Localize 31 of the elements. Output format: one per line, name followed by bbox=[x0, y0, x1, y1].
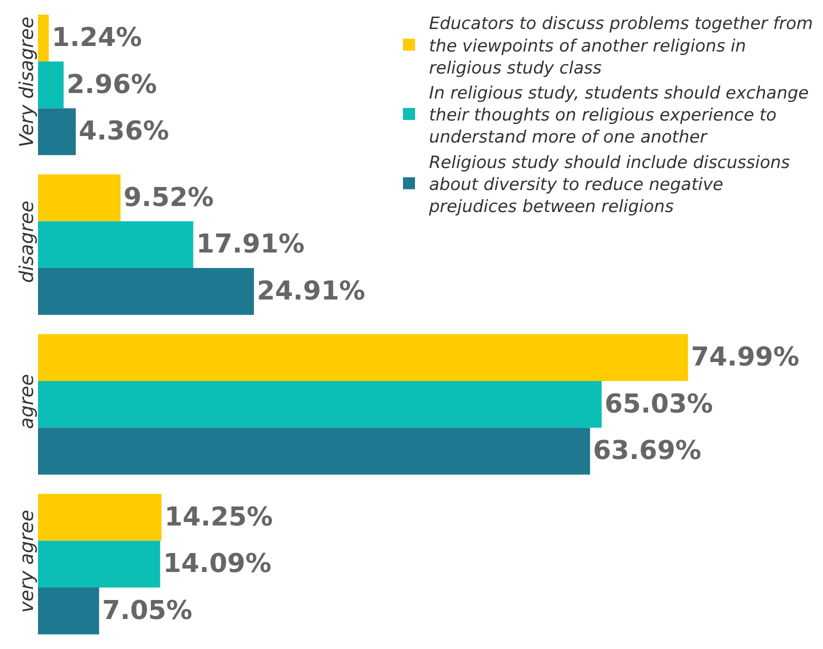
bar bbox=[38, 14, 49, 62]
legend-label: In religious study, students should exchange their thoughts on religious experience to understand more of one another bbox=[429, 83, 809, 148]
y-tick-label: disagree bbox=[16, 200, 38, 283]
bar bbox=[38, 380, 602, 428]
bar bbox=[38, 61, 64, 108]
bar bbox=[38, 588, 100, 634]
bar bbox=[38, 428, 590, 475]
y-tick-label: very agree bbox=[16, 510, 38, 613]
legend-label: Religious study should include discussions about diversity to reduce negative prejudices between religions bbox=[428, 152, 790, 217]
data-label: 2.96% bbox=[66, 70, 157, 100]
data-label: 17.91% bbox=[196, 230, 305, 260]
y-tick-label: agree bbox=[16, 374, 38, 429]
data-label: 74.99% bbox=[691, 342, 800, 373]
data-label: 7.05% bbox=[102, 596, 192, 626]
data-label: 63.69% bbox=[593, 436, 702, 466]
data-label: 1.24% bbox=[52, 23, 142, 54]
data-label: 14.09% bbox=[163, 549, 272, 580]
bar bbox=[38, 268, 254, 315]
data-label: 24.91% bbox=[256, 276, 366, 306]
y-tick-label: Very disagree bbox=[16, 16, 38, 148]
bar bbox=[38, 221, 194, 268]
bar bbox=[38, 334, 688, 381]
bar bbox=[38, 494, 162, 541]
bar bbox=[38, 540, 160, 588]
legend-label: Educators to discuss problems together from the viewpoints of another religions in religious study class bbox=[429, 14, 813, 78]
data-label: 4.36% bbox=[78, 116, 169, 147]
data-label: 14.25% bbox=[164, 502, 273, 532]
bar bbox=[38, 174, 121, 222]
bar bbox=[38, 108, 76, 156]
data-label: 65.03% bbox=[604, 389, 713, 420]
data-label: 9.52% bbox=[124, 182, 214, 213]
